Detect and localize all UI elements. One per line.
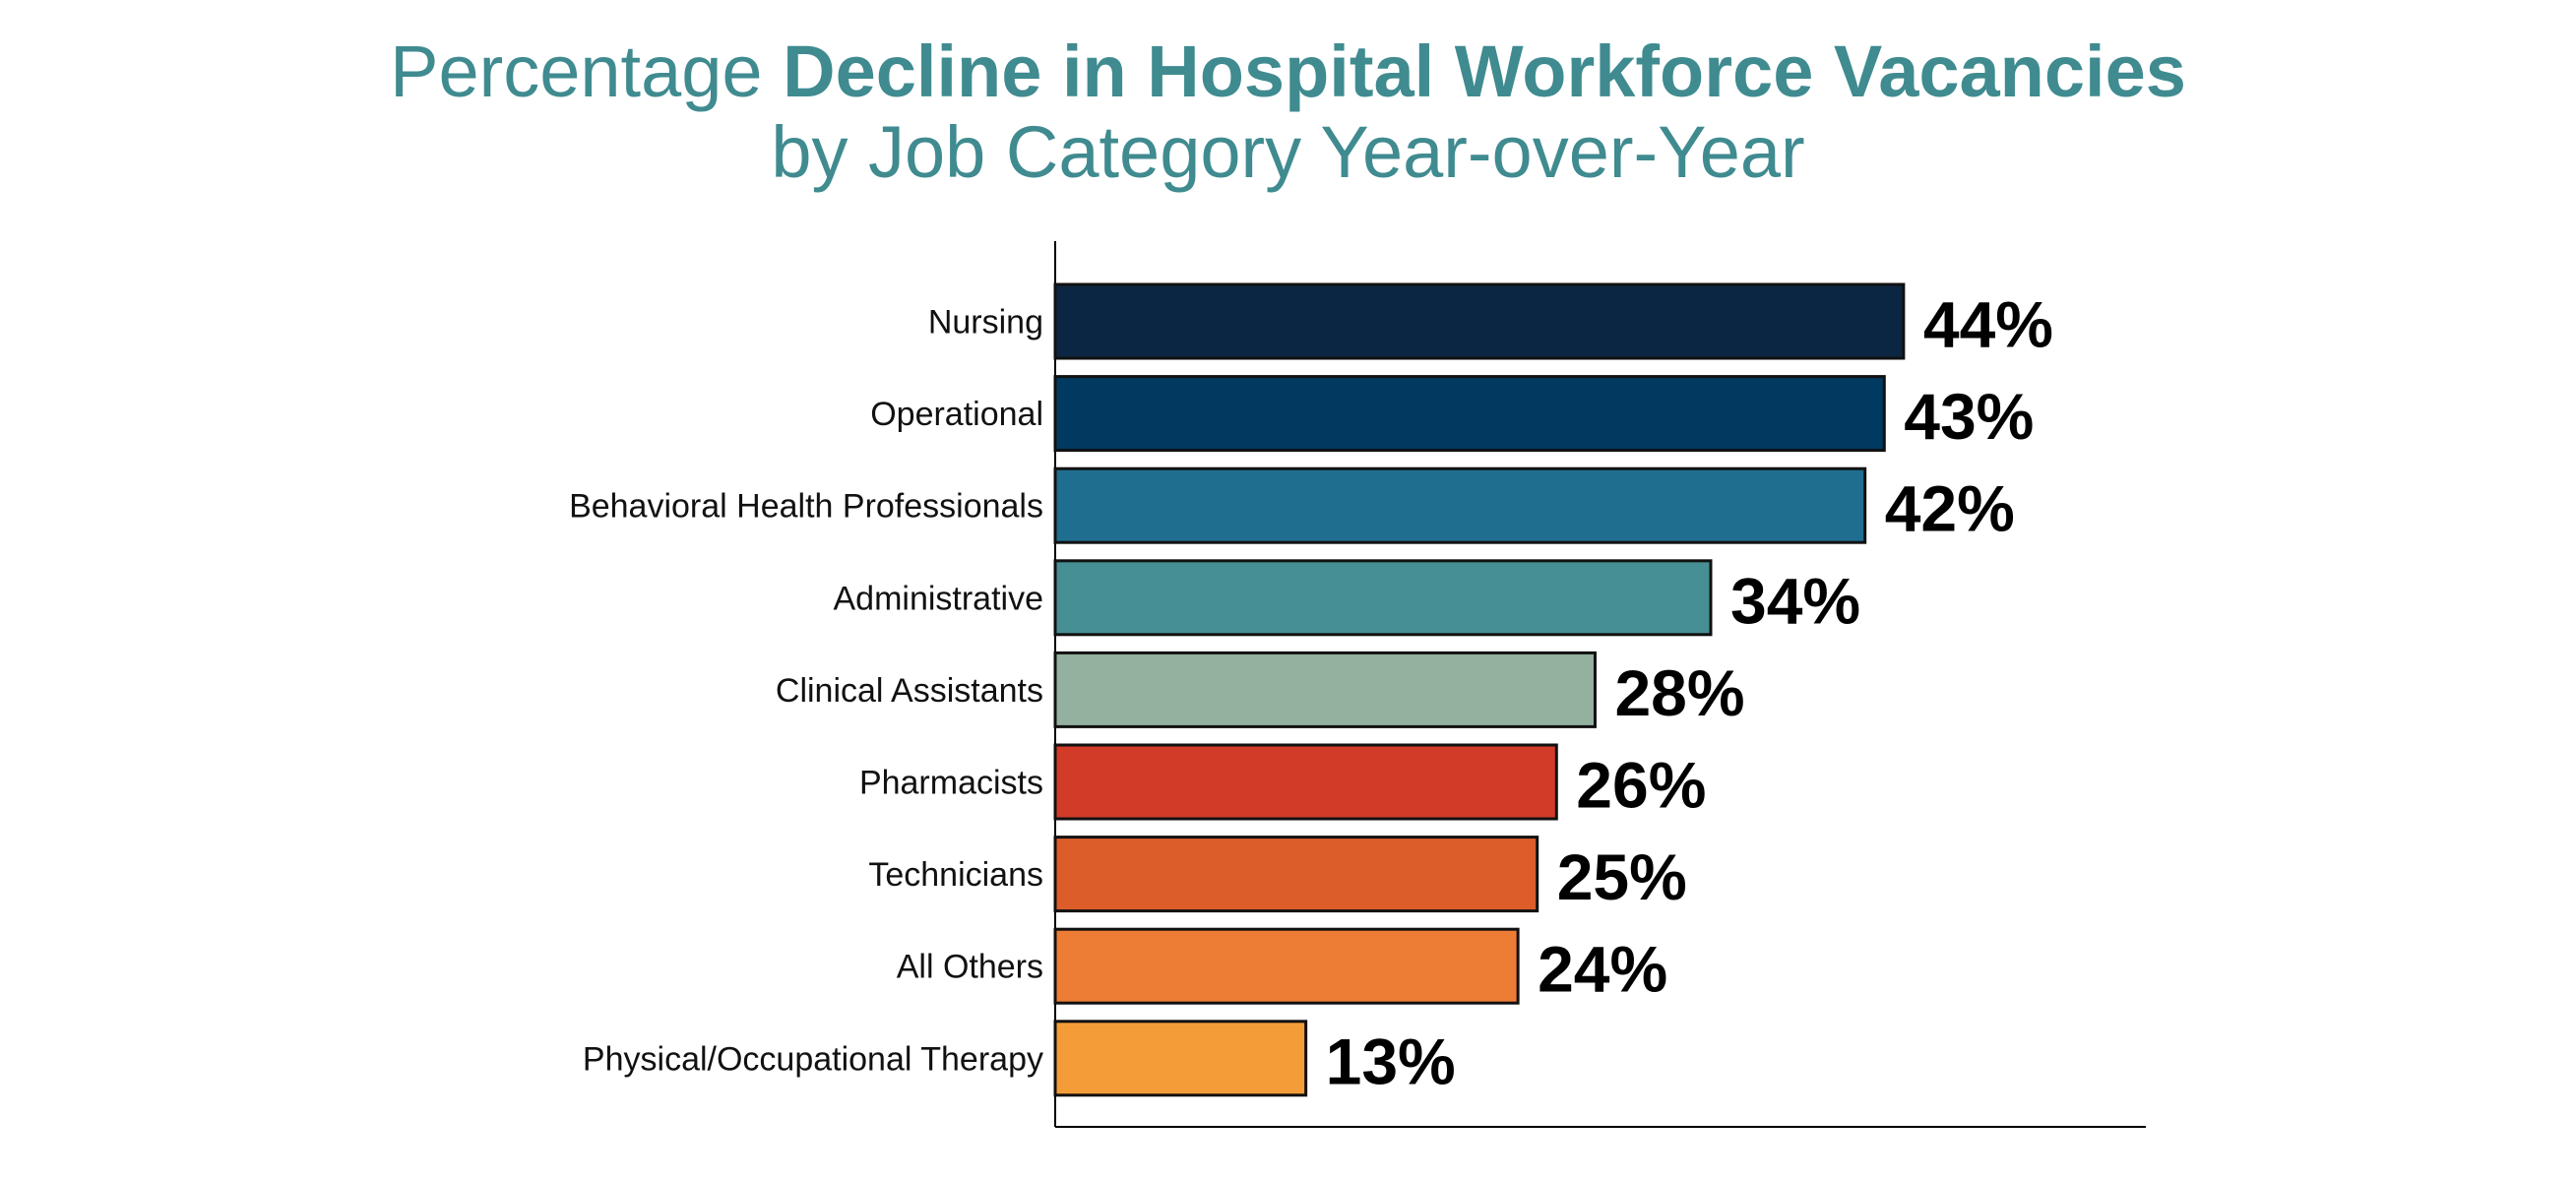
bar [1053,466,1867,544]
category-label: Technicians [868,856,1043,894]
category-label: Operational [870,396,1043,433]
value-label: 34% [1730,564,1860,637]
category-label: All Others [897,949,1043,986]
value-label: 43% [1904,380,2034,453]
value-label: 26% [1576,749,1706,822]
bar [1053,651,1597,728]
value-label: 28% [1614,656,1744,729]
title-bold: Decline in Hospital Workforce Vacancies [783,31,2186,112]
bar [1053,375,1886,453]
category-label: Behavioral Health Professionals [569,488,1043,526]
category-label: Clinical Assistants [776,672,1043,710]
bar [1053,836,1539,913]
chart-subtitle: by Job Category Year-over-Year [771,111,1805,193]
bar [1053,282,1906,360]
value-label: 24% [1538,933,1667,1006]
value-label: 25% [1557,840,1687,913]
bar [1053,927,1520,1005]
chart-title: Percentage Decline in Hospital Workforce… [0,35,2576,108]
value-label: 13% [1326,1025,1456,1097]
value-label: 42% [1885,472,2015,545]
bar [1053,1020,1308,1097]
category-label: Physical/Occupational Therapy [583,1040,1043,1078]
value-label: 44% [1923,288,2053,361]
bar [1053,743,1558,821]
title-prefix: Percentage [390,31,784,112]
category-label: Pharmacists [859,765,1043,802]
category-label: Nursing [928,304,1043,342]
bar [1053,559,1713,637]
category-label: Administrative [833,580,1043,617]
